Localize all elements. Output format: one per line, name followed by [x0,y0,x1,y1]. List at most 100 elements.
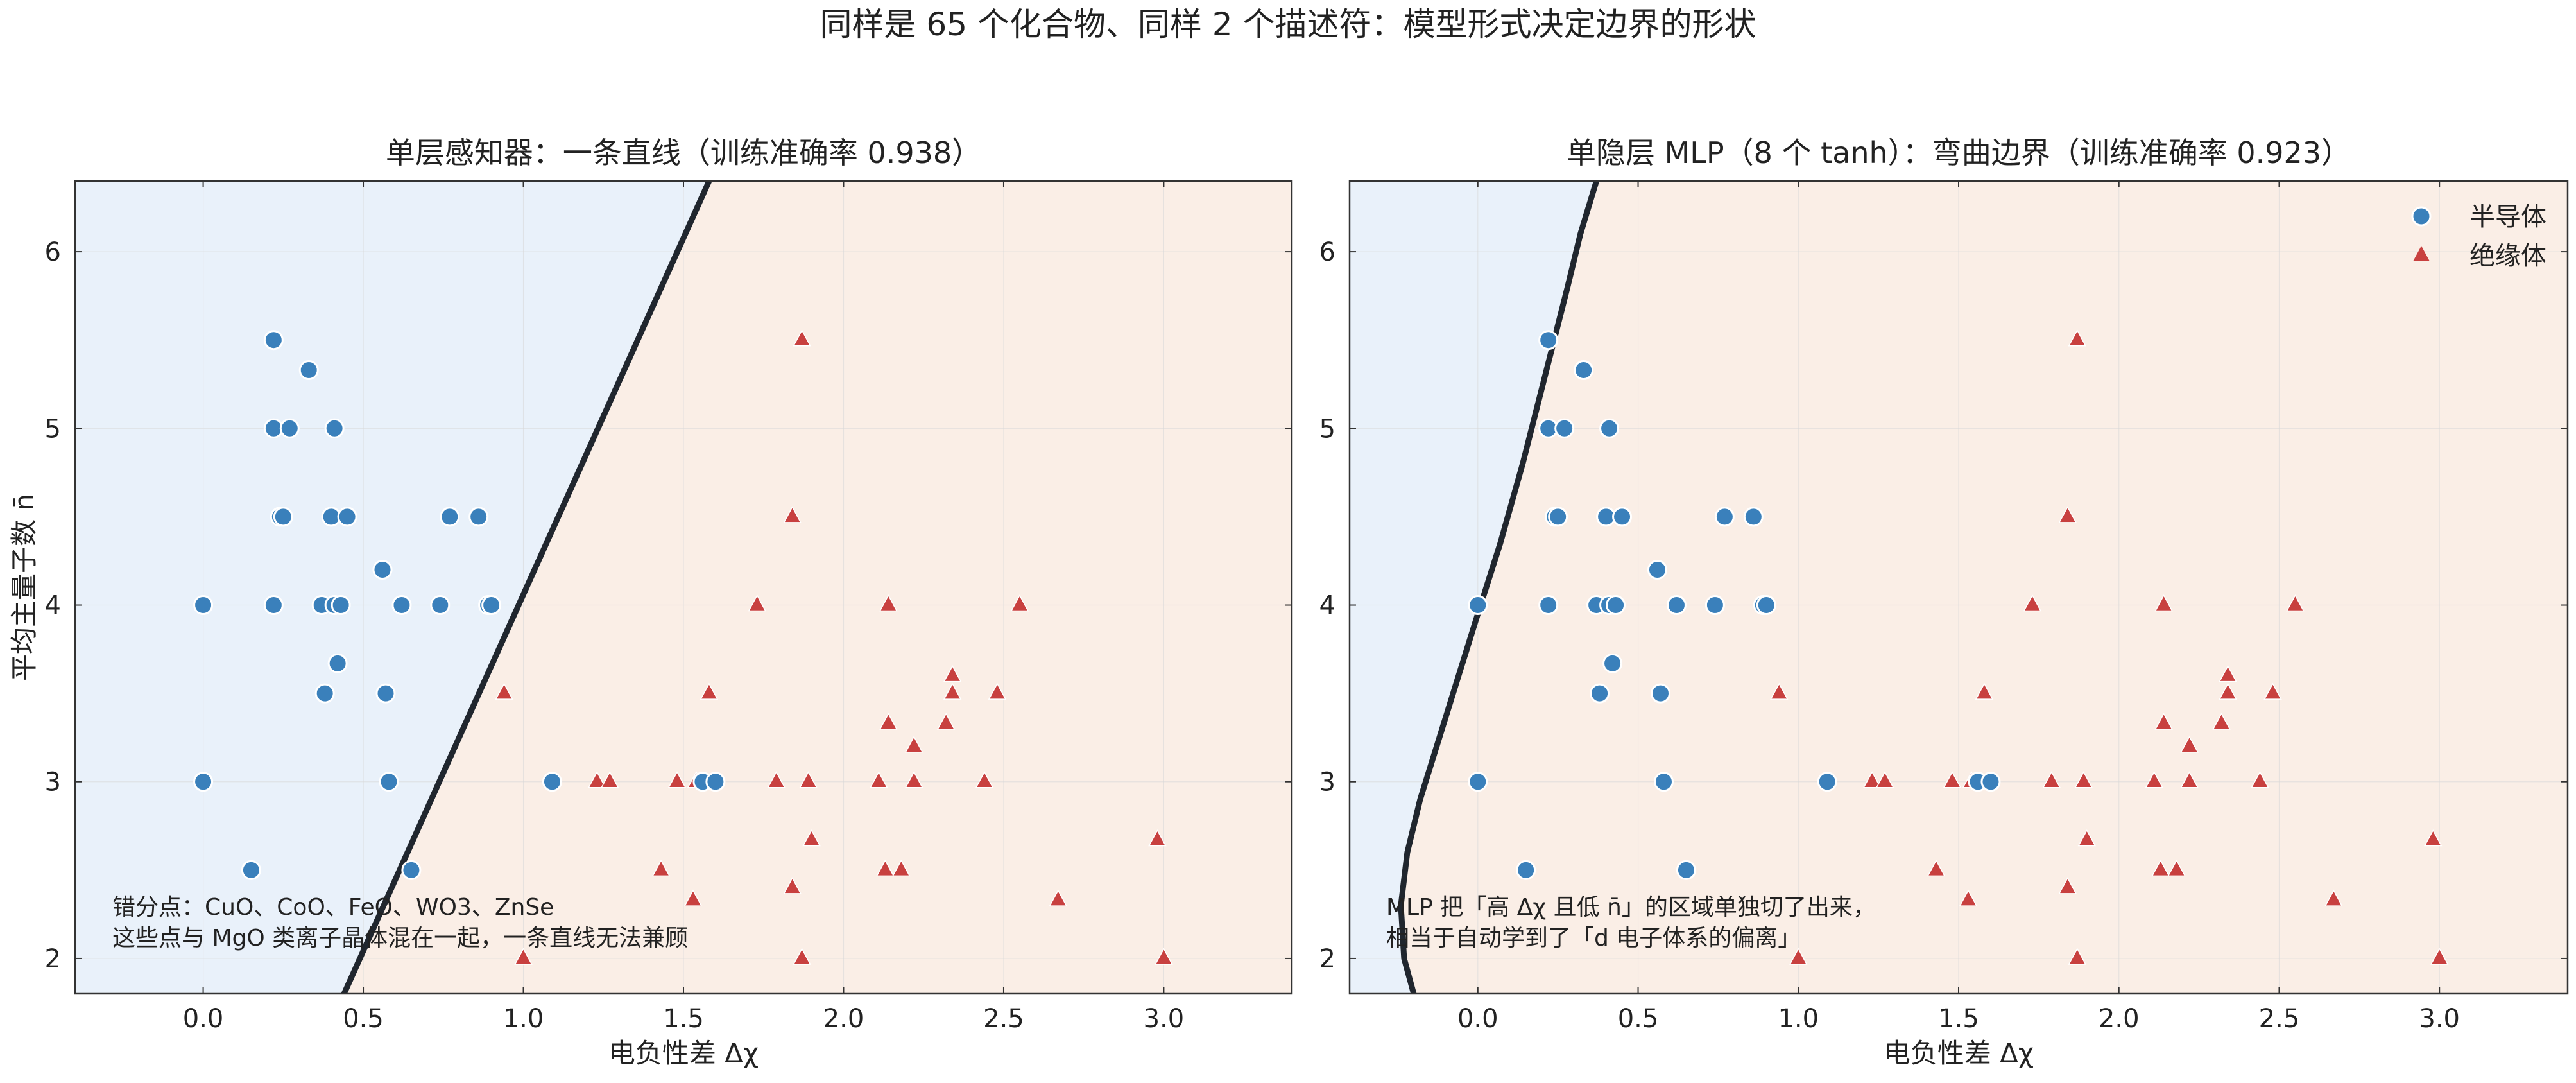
semiconductor-point [542,772,562,792]
insulator-point [2180,771,2199,788]
insulator-point [2023,594,2042,612]
insulator-point [1049,889,1068,906]
x-axis-label: 电负性差 Δχ [608,1037,759,1069]
insulator-point [2180,736,2199,753]
semiconductor-point [1650,683,1670,704]
semiconductor-point [430,595,451,616]
insulator-point [700,682,719,700]
semiconductor-point [1647,559,1667,580]
semiconductor-point [1548,507,1568,527]
insulator-point [1943,771,1962,788]
x-tick-label: 0.0 [1457,1004,1498,1034]
legend-marker-insulator [2413,246,2430,261]
insulator-point [588,771,606,788]
semiconductor-point [372,559,393,580]
semiconductor-point [1468,772,1488,792]
insulator-point [904,771,923,788]
semiconductor-point [1574,360,1594,380]
insulator-point [2151,859,2170,877]
insulator-point [2077,829,2097,847]
y-tick-label: 6 [1319,238,1335,267]
semiconductor-point [273,507,293,527]
x-tick-label: 1.0 [503,1004,544,1034]
annotation-line: 相当于自动学到了「d 电子体系的偏离」 [1386,925,1801,951]
semiconductor-point [298,360,319,380]
semiconductor-point [1468,595,1488,616]
insulator-point [793,329,811,347]
insulator-point [870,771,888,788]
semiconductor-point [705,772,726,792]
insulator-point [2068,948,2087,965]
annotation-line: 错分点：CuO、CoO、FeO、WO3、ZnSe [112,894,554,921]
insulator-point [2219,682,2237,700]
semiconductor-point [375,683,396,704]
insulator-point [1148,829,1167,847]
x-tick-label: 2.0 [2099,1004,2140,1034]
semiconductor-point [193,595,214,616]
y-axis-label: 平均主量子数 n̄ [8,494,40,681]
semiconductor-point [1606,595,1626,616]
semiconductor-point [468,507,489,527]
insulator-point [2212,713,2231,730]
semiconductor-point [1743,507,1764,527]
semiconductor-point [263,595,284,616]
insulator-point [1975,682,1994,700]
semiconductor-point [1590,683,1610,704]
decision-boundary [1398,181,1600,994]
legend-label-insulator: 绝缘体 [2469,241,2546,271]
insulator-point [2430,948,2449,965]
x-tick-label: 3.0 [1144,1004,1185,1034]
insulator-point [1862,771,1882,788]
insulator-point [2324,889,2343,906]
insulator-point [879,713,898,730]
x-tick-label: 2.0 [823,1004,864,1034]
insulator-point [943,682,962,700]
semiconductor-point [379,772,399,792]
insulator-point [2286,594,2305,612]
semiconductor-point [1538,330,1559,351]
insulator-point [802,829,821,847]
annotation-line: 这些点与 MgO 类离子晶体混在一起，一条直线无法兼顾 [112,925,688,951]
plot-area: 错分点：CuO、CoO、FeO、WO3、ZnSe 这些点与 MgO 类离子晶体混在… [75,181,1292,994]
insulator-point [1770,682,1789,700]
insulator-point [667,771,687,788]
insulator-point [1875,771,1894,788]
semiconductor-point [1599,418,1620,438]
y-tick-label: 5 [45,414,61,444]
insulator-point [2167,859,2186,877]
insulator-point [975,771,994,788]
semiconductor-point [193,772,214,792]
y-tick-label: 2 [45,944,61,974]
decision-boundary [341,181,712,994]
insulator-point [2145,771,2163,788]
insulator-point [495,682,513,700]
insulator-point [936,713,956,730]
semiconductor-point [1653,772,1674,792]
insulator-point [748,594,767,612]
insulator-point [943,665,962,682]
insulator-point [783,506,802,523]
semiconductor-point [327,653,348,673]
insulator-point [799,771,818,788]
insulator-point [2058,506,2077,523]
insulator-point [2251,771,2269,788]
insulator-point [1959,889,1978,906]
x-tick-label: 0.0 [183,1004,224,1034]
panel-perceptron: 错分点：CuO、CoO、FeO、WO3、ZnSe 这些点与 MgO 类离子晶体混在… [8,135,1293,1069]
panel-title: 单层感知器：一条直线（训练准确率 0.938） [386,135,981,170]
y-tick-label: 6 [45,238,61,267]
plot-area: MLP 把「高 Δχ 且低 n̄」的区域单独切了出来， 相当于自动学到了「d 电子… [1350,181,2568,994]
y-tick-label: 4 [45,591,61,621]
semiconductor-point [1704,595,1725,616]
semiconductor-point [324,418,345,438]
insulator-point [2074,771,2093,788]
y-tick-label: 4 [1319,591,1335,621]
panel-title: 单隐层 MLP（8 个 tanh）：弯曲边界（训练准确率 0.923） [1567,135,2351,170]
semiconductor-point [481,595,502,616]
insulator-point [600,771,619,788]
semiconductor-point [314,683,335,704]
semiconductor-point [401,860,422,880]
legend-marker-semiconductor [2411,206,2432,227]
insulator-point [879,594,898,612]
semiconductor-point [331,595,351,616]
